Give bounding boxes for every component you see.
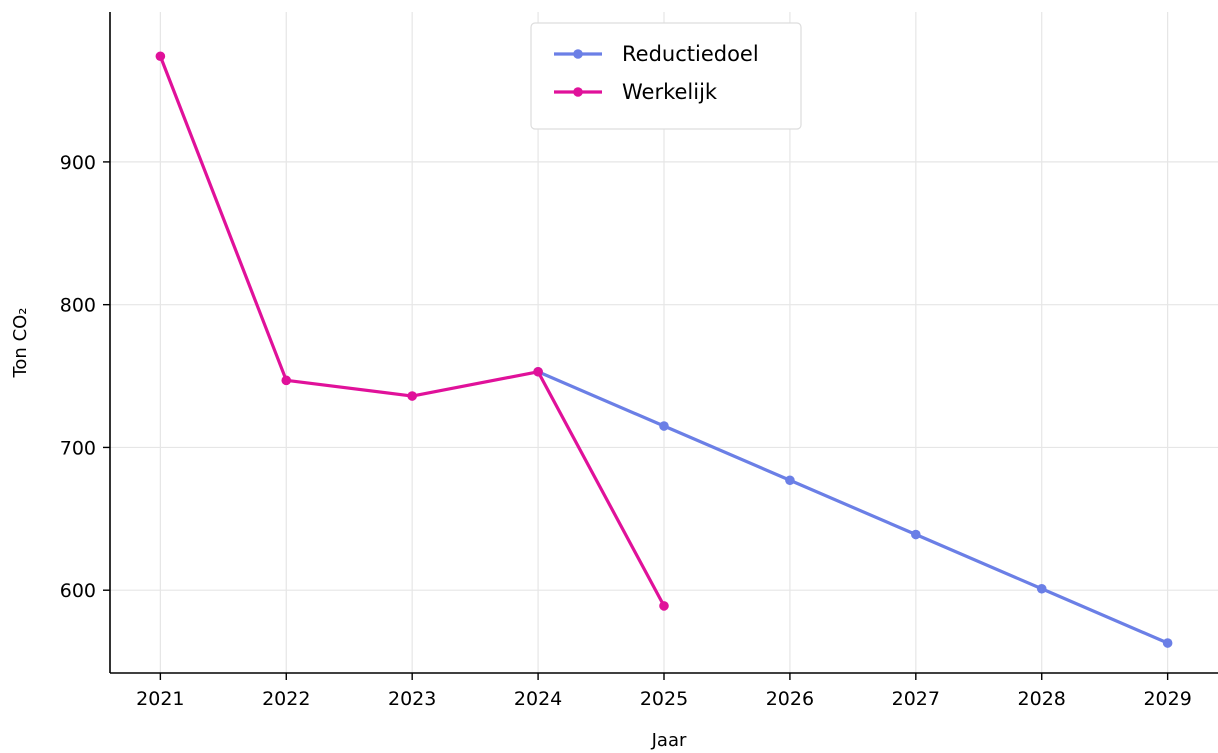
legend-marker-werkelijk	[573, 87, 583, 97]
legend-label-reductiedoel: Reductiedoel	[622, 42, 759, 66]
x-axis-title: Jaar	[651, 730, 687, 751]
y-tick-label-700: 700	[60, 437, 96, 459]
point-reductiedoel-2026	[785, 475, 795, 486]
x-tick-label-2026: 2026	[766, 688, 814, 710]
x-tick-label-2024: 2024	[514, 688, 562, 710]
series-werkelijk	[155, 51, 669, 611]
legend-item-werkelijk: Werkelijk	[554, 80, 718, 104]
point-reductiedoel-2029	[1162, 638, 1173, 648]
x-tick-label-2022: 2022	[262, 688, 310, 710]
x-tick-label-2029: 2029	[1143, 688, 1191, 710]
legend-item-reductiedoel: Reductiedoel	[554, 42, 759, 66]
point-reductiedoel-2025	[659, 421, 669, 431]
point-reductiedoel-2028	[1036, 583, 1047, 594]
point-werkelijk-2023	[407, 391, 417, 401]
point-werkelijk-2022	[281, 375, 292, 386]
legend-label-werkelijk: Werkelijk	[622, 80, 718, 104]
x-tick-label-2021: 2021	[136, 688, 184, 710]
series-layer	[155, 51, 1173, 648]
x-tick-label-2023: 2023	[388, 688, 436, 710]
legend: Reductiedoel Werkelijk	[530, 22, 802, 130]
legend-marker-reductiedoel	[573, 49, 583, 59]
axes: 2021 2022 2023 2024 2025 2026 2027 2028 2029 600 7…	[60, 12, 1218, 710]
point-werkelijk-2021	[155, 51, 166, 62]
series-line-reductiedoel	[537, 370, 1169, 645]
x-tick-label-2028: 2028	[1018, 688, 1066, 710]
y-tick-label-900: 900	[60, 152, 96, 174]
point-werkelijk-2024	[533, 366, 543, 377]
y-tick-label-800: 800	[60, 295, 96, 317]
y-axis-title: Ton CO₂	[10, 307, 31, 378]
x-tick-label-2025: 2025	[640, 688, 688, 710]
point-reductiedoel-2027	[911, 529, 921, 540]
series-reductiedoel	[533, 366, 1173, 648]
legend-box	[530, 22, 802, 130]
y-tick-label-600: 600	[60, 580, 96, 602]
x-tick-label-2027: 2027	[892, 688, 940, 710]
point-werkelijk-2025	[659, 601, 669, 611]
